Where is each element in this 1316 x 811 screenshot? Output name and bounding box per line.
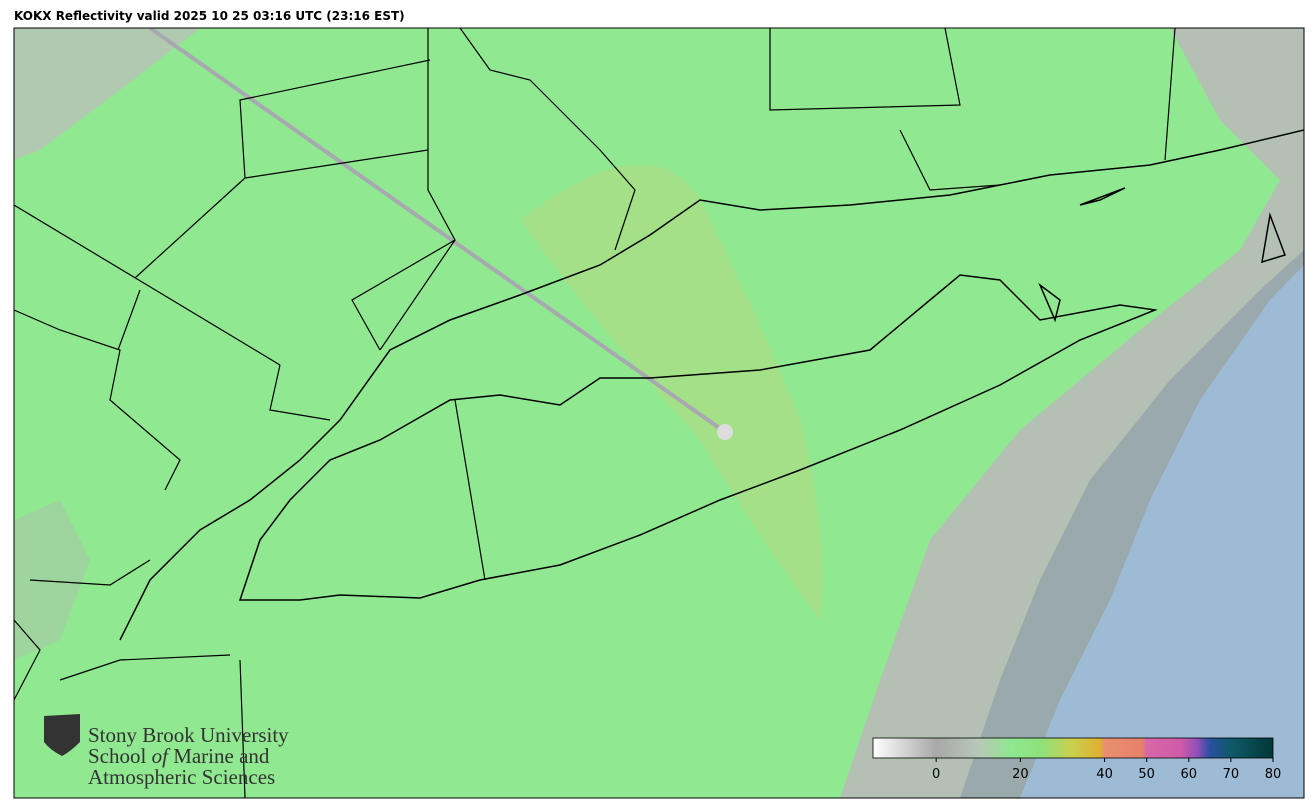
colorbar-fill xyxy=(872,737,1274,759)
logo-word: Marine and xyxy=(173,744,270,768)
clutter xyxy=(14,28,200,160)
ocean xyxy=(1020,265,1304,798)
long-island xyxy=(238,274,1158,601)
clutter xyxy=(14,500,90,660)
colorbar-tick-label: 40 xyxy=(1096,767,1113,782)
logo-word: of xyxy=(152,744,172,768)
colorbar-tick-label: 0 xyxy=(932,767,940,782)
colorbar-tick-label: 50 xyxy=(1138,767,1155,782)
map-title: KOKX Reflectivity valid 2025 10 25 03:16… xyxy=(14,9,405,23)
logo-line: Atmospheric Sciences xyxy=(88,765,275,789)
boundaries xyxy=(14,28,1176,798)
logo-word: School xyxy=(88,744,147,768)
colorbar-tick-label: 60 xyxy=(1181,767,1198,782)
colorbar-tick-label: 20 xyxy=(1012,767,1029,782)
colorbar-tick-label: 80 xyxy=(1265,767,1282,782)
connecticut-coast xyxy=(119,129,1304,641)
logo-line: Stony Brook University xyxy=(88,723,289,747)
radar-spike xyxy=(148,28,727,434)
map-frame xyxy=(13,27,1305,799)
logo: Stony Brook University School of Marine … xyxy=(44,714,289,789)
colorbar-tick-label: 70 xyxy=(1223,767,1240,782)
logo-line: School of Marine and xyxy=(88,744,270,768)
radar-site xyxy=(717,424,733,440)
islands xyxy=(1038,187,1286,323)
colorbar: 0 20 40 50 60 70 80 xyxy=(872,737,1282,782)
map xyxy=(14,28,1304,798)
logo-shield xyxy=(44,714,80,756)
